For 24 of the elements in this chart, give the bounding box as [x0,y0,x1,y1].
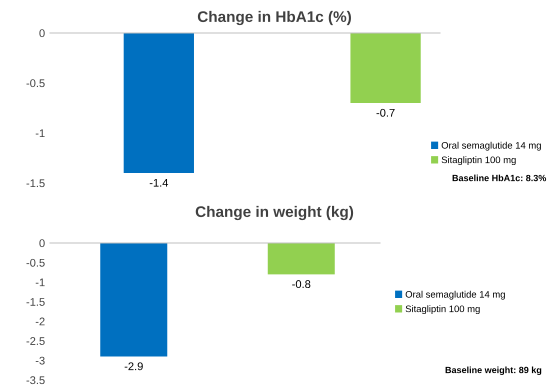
data-label: -0.7 [376,108,395,117]
chart-title: Change in weight (kg) [196,206,354,220]
y-tick-label: -2 [36,318,45,326]
y-tick-label: -3.5 [26,376,45,384]
y-tick-label: -0.5 [26,258,45,267]
legend-label: Sitagliptin 100 mg [442,156,516,166]
legend-label: Oral semaglutide 14 mg [442,142,541,151]
y-tick-label: 0 [39,239,45,248]
y-tick-label: -3 [36,356,45,365]
y-tick-label: -1 [36,278,45,286]
data-label: -0.8 [292,280,310,288]
chart-title: Change in HbA1c (%) [198,10,351,26]
legend-label: Oral semaglutide 14 mg [406,290,505,300]
text: Baseline HbA1c: 8.3% [452,174,546,182]
data-label: -2.9 [124,362,143,370]
y-tick-label: -0.5 [26,79,45,88]
y-tick-label: -1.5 [26,179,45,188]
y-tick-label: -1.5 [26,298,45,306]
text: Baseline weight: 89 kg [446,366,542,375]
data-label: -1.4 [150,178,168,187]
legend-label: Sitagliptin 100 mg [406,305,480,314]
y-tick-label: -1 [36,129,45,138]
y-tick-label: 0 [39,29,45,38]
y-tick-label: -2.5 [26,337,45,345]
